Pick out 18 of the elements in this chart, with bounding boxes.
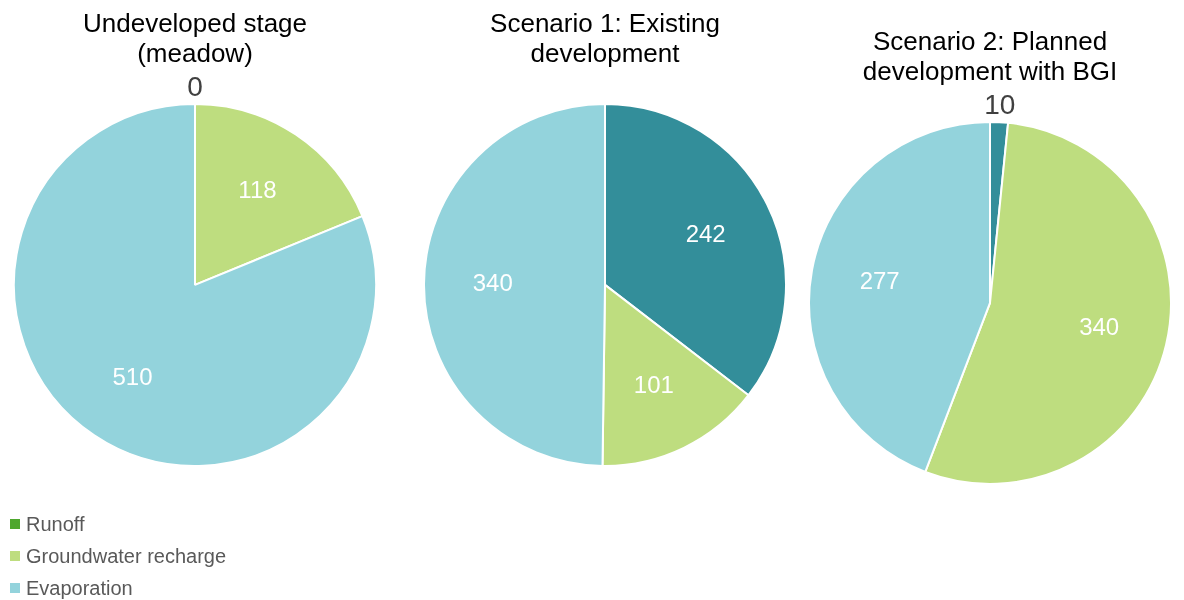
- data-label: 340: [472, 268, 513, 296]
- data-label: 340: [1079, 313, 1120, 341]
- data-label: 277: [859, 267, 900, 295]
- text: development: [530, 38, 680, 69]
- text: (meadow): [137, 38, 253, 69]
- data-label: 118: [238, 176, 277, 204]
- text: 0: [187, 70, 203, 102]
- text: Scenario 1: Existing: [490, 8, 720, 39]
- text: Scenario 2: Planned: [872, 26, 1108, 57]
- data-label: 242: [685, 219, 726, 247]
- legend-label: Evaporation: [26, 576, 133, 600]
- text: development with BGI: [862, 56, 1118, 87]
- legend-label: Runoff: [26, 512, 85, 536]
- data-label: 101: [633, 370, 674, 398]
- data-label: 510: [112, 362, 153, 390]
- legend-label: Groundwater recharge: [26, 544, 227, 568]
- text: Undeveloped stage: [82, 8, 308, 39]
- data-label: 10: [984, 88, 1016, 120]
